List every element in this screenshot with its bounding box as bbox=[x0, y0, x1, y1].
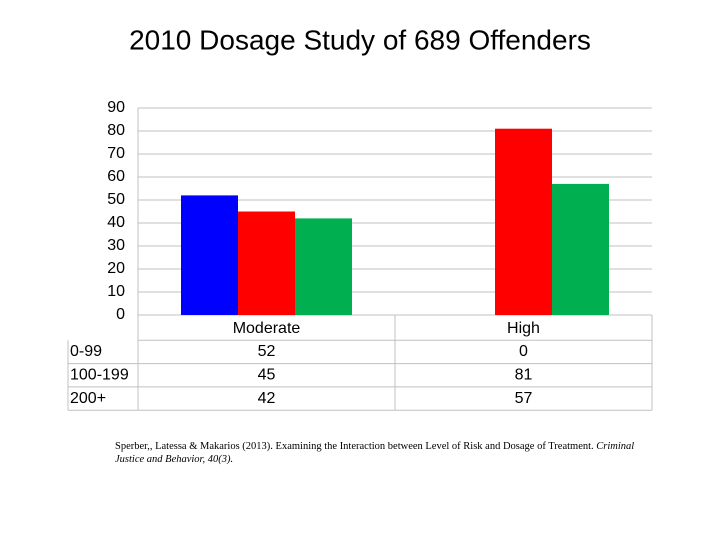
y-tick-label: 0 bbox=[116, 306, 125, 323]
citation-box: Sperber,, Latessa & Makarios (2013). Exa… bbox=[115, 440, 635, 466]
y-tick-label: 70 bbox=[107, 145, 125, 162]
table-value: 52 bbox=[258, 343, 276, 360]
bar bbox=[238, 211, 295, 315]
bar bbox=[295, 218, 352, 315]
bar bbox=[495, 128, 552, 315]
x-tick-label: Moderate bbox=[233, 320, 301, 337]
y-tick-label: 40 bbox=[107, 214, 125, 231]
citation-text: Sperber,, Latessa & Makarios (2013). Exa… bbox=[115, 441, 594, 452]
y-tick-label: 80 bbox=[107, 122, 125, 139]
bar bbox=[181, 195, 238, 315]
table-value: 0 bbox=[519, 343, 528, 360]
y-tick-label: 60 bbox=[107, 168, 125, 185]
chart-title: 2010 Dosage Study of 689 Offenders bbox=[129, 24, 591, 55]
y-tick-label: 30 bbox=[107, 237, 125, 254]
table-value: 57 bbox=[515, 390, 533, 407]
y-tick-label: 90 bbox=[107, 99, 125, 116]
legend-label: 100-199 bbox=[70, 366, 129, 383]
table-value: 45 bbox=[258, 366, 276, 383]
y-tick-label: 10 bbox=[107, 283, 125, 300]
table-value: 42 bbox=[258, 390, 276, 407]
citation-journal: Criminal Justice and Behavior, 40(3). bbox=[115, 441, 635, 465]
citation: Sperber,, Latessa & Makarios (2013). Exa… bbox=[115, 440, 635, 466]
bar bbox=[552, 183, 609, 315]
legend-label: 0-99 bbox=[70, 343, 102, 360]
y-tick-label: 50 bbox=[107, 191, 125, 208]
y-tick-label: 20 bbox=[107, 260, 125, 277]
x-tick-label: High bbox=[507, 320, 540, 337]
table-value: 81 bbox=[515, 366, 533, 383]
legend-label: 200+ bbox=[70, 390, 106, 407]
